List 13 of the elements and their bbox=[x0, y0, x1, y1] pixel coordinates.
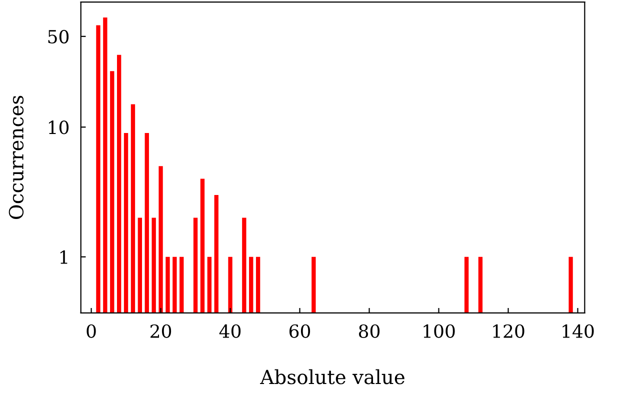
x-axis-title: Absolute value bbox=[260, 369, 404, 384]
y-tick-label: 50 bbox=[48, 30, 69, 44]
y-axis-title: Occurrences bbox=[8, 96, 24, 219]
y-tick-label: 1 bbox=[60, 250, 68, 264]
x-tick-label: 140 bbox=[562, 324, 594, 338]
x-tick-label: 0 bbox=[86, 324, 96, 338]
x-tick-label: 40 bbox=[219, 324, 241, 338]
x-tick-label: 80 bbox=[358, 324, 380, 338]
y-tick-label: 10 bbox=[48, 120, 69, 134]
x-tick-label: 20 bbox=[150, 324, 172, 338]
x-tick-label: 100 bbox=[424, 324, 455, 338]
x-tick-label: 60 bbox=[289, 324, 310, 338]
x-tick-label: 120 bbox=[493, 324, 524, 338]
